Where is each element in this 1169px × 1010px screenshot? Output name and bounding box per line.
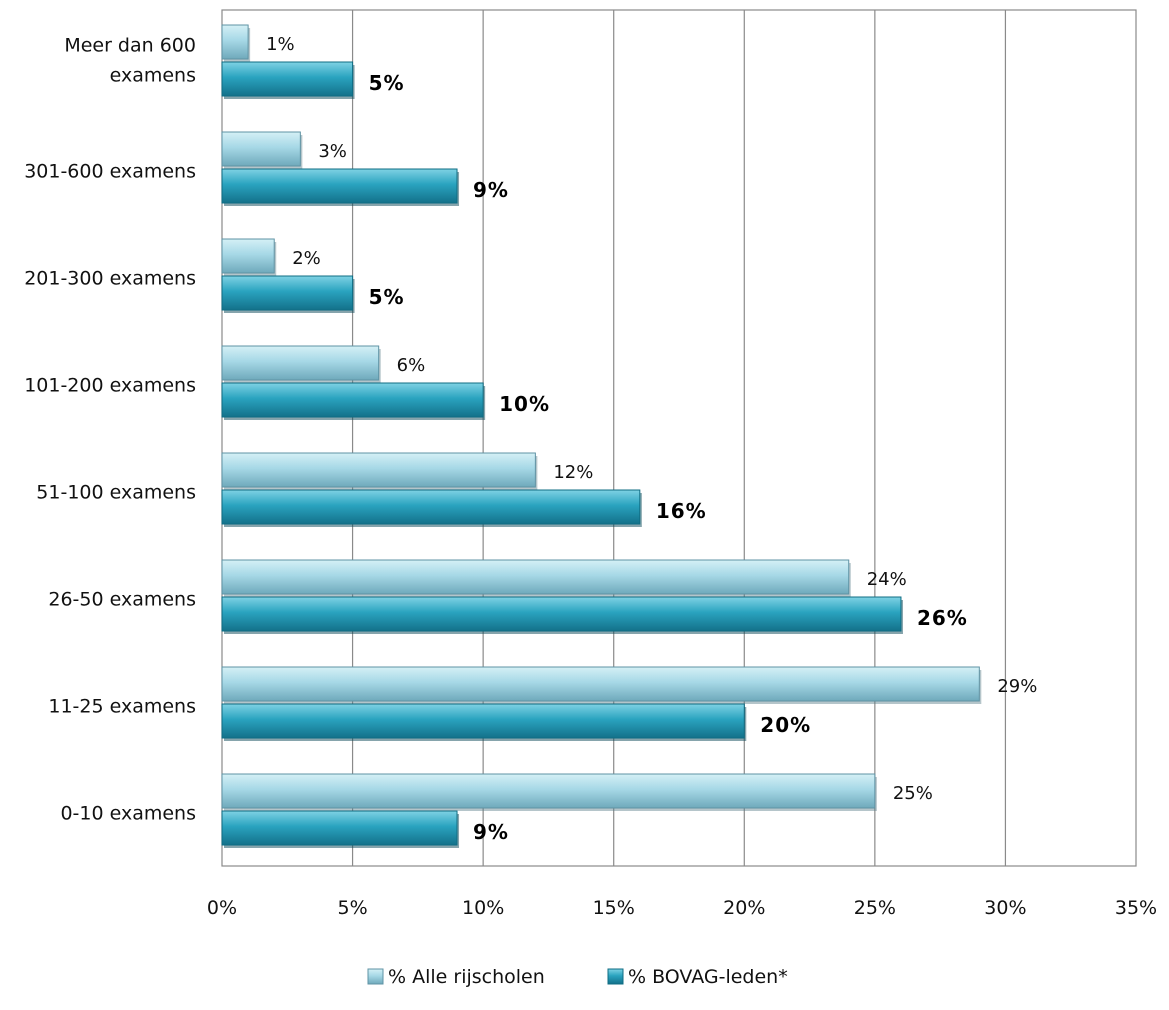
data-label-bovag-leden: 26% (917, 606, 968, 630)
bar-bovag-leden (221, 596, 902, 632)
data-label-alle-rijscholen: 29% (997, 676, 1037, 697)
bar-alle-rijscholen (221, 666, 980, 702)
legend-label: % BOVAG-leden* (628, 966, 788, 988)
data-label-bovag-leden: 10% (499, 392, 550, 416)
bar-alle-rijscholen (221, 559, 850, 595)
legend-swatch (367, 968, 384, 985)
bar-bovag-leden (221, 810, 458, 846)
data-label-alle-rijscholen: 12% (553, 462, 593, 483)
category-label: 0-10 examens (60, 803, 196, 825)
data-label-bovag-leden: 9% (473, 820, 509, 844)
data-label-bovag-leden: 5% (369, 71, 405, 95)
bar-bovag-leden (221, 703, 745, 739)
plot-frame (221, 9, 1137, 867)
data-label-bovag-leden: 20% (760, 713, 811, 737)
bar-alle-rijscholen (221, 773, 876, 809)
bar-bovag-leden (221, 275, 354, 311)
data-label-alle-rijscholen: 2% (292, 248, 321, 269)
data-label-alle-rijscholen: 3% (318, 141, 347, 162)
data-label-bovag-leden: 9% (473, 178, 509, 202)
legend-swatch (607, 968, 624, 985)
x-tick-label: 25% (854, 897, 896, 919)
data-label-alle-rijscholen: 25% (893, 783, 933, 804)
data-label-bovag-leden: 16% (656, 499, 707, 523)
data-label-alle-rijscholen: 6% (397, 355, 426, 376)
category-label: Meer dan 600 examens (64, 35, 196, 87)
category-label: 51-100 examens (36, 482, 196, 504)
bar-alle-rijscholen (221, 131, 301, 167)
category-label: 101-200 examens (24, 375, 196, 397)
category-label: 301-600 examens (24, 161, 196, 183)
x-tick-label: 5% (337, 897, 367, 919)
x-tick-label: 10% (462, 897, 504, 919)
x-tick-label: 20% (723, 897, 765, 919)
data-label-alle-rijscholen: 1% (266, 34, 295, 55)
data-label-alle-rijscholen: 24% (867, 569, 907, 590)
x-tick-label: 15% (593, 897, 635, 919)
category-label: 11-25 examens (48, 696, 196, 718)
category-label: 26-50 examens (48, 589, 196, 611)
data-label-bovag-leden: 5% (369, 285, 405, 309)
legend-label: % Alle rijscholen (388, 966, 545, 988)
bar-alle-rijscholen (221, 24, 249, 60)
bar-alle-rijscholen (221, 452, 536, 488)
bar-bovag-leden (221, 61, 354, 97)
bar-alle-rijscholen (221, 238, 275, 274)
x-tick-label: 30% (984, 897, 1026, 919)
bar-bovag-leden (221, 489, 641, 525)
x-tick-label: 0% (207, 897, 237, 919)
bar-bovag-leden (221, 382, 484, 418)
x-tick-label: 35% (1115, 897, 1157, 919)
category-label: 201-300 examens (24, 268, 196, 290)
bar-bovag-leden (221, 168, 458, 204)
bar-alle-rijscholen (221, 345, 380, 381)
